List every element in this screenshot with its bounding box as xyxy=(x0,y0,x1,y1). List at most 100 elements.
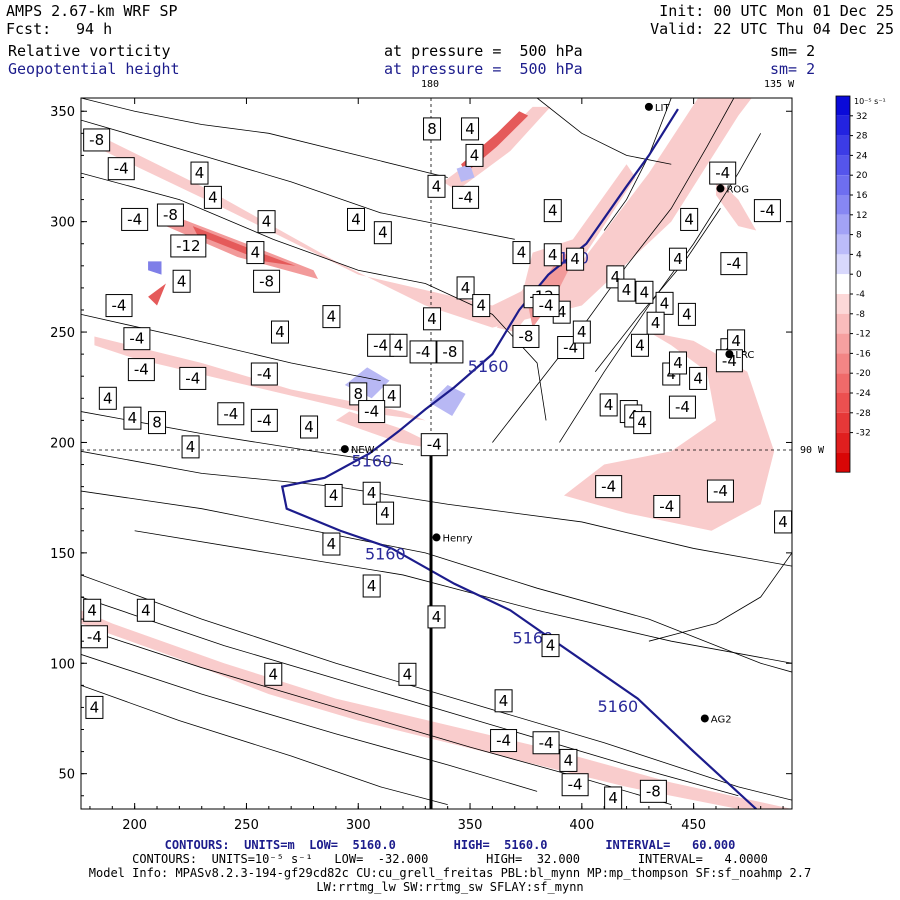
svg-text:-4: -4 xyxy=(416,343,431,361)
vorticity-label: 4 xyxy=(322,305,341,329)
vorticity-label: 4 xyxy=(264,662,283,686)
colorbar-segment xyxy=(836,313,850,334)
vorticity-contour-line xyxy=(536,98,672,165)
svg-text:4: 4 xyxy=(195,164,205,182)
svg-text:-8: -8 xyxy=(259,272,274,290)
y-tick-label: 100 xyxy=(50,657,75,672)
height-contour-label: 5160 xyxy=(597,697,638,716)
vorticity-fill-region xyxy=(456,164,475,182)
colorbar-tick-label: 32 xyxy=(856,112,867,122)
colorbar-tick-label: 24 xyxy=(856,151,868,161)
svg-text:4: 4 xyxy=(103,389,113,407)
svg-text:4: 4 xyxy=(637,414,647,432)
svg-text:4: 4 xyxy=(394,336,404,354)
vorticity-label: -8 xyxy=(639,779,667,803)
svg-text:-4: -4 xyxy=(675,398,690,416)
svg-text:4: 4 xyxy=(684,210,694,228)
vorticity-label: -4 xyxy=(367,333,395,357)
vorticity-label: -8 xyxy=(83,128,111,152)
vorticity-label: 4 xyxy=(362,481,381,505)
colorbar-tick-label: 20 xyxy=(856,171,868,181)
vorticity-label: -4 xyxy=(720,252,748,276)
svg-text:-4: -4 xyxy=(87,628,102,646)
colorbar-segment xyxy=(836,195,850,215)
vorticity-label: -4 xyxy=(561,773,589,797)
svg-text:4: 4 xyxy=(275,323,285,341)
svg-text:4: 4 xyxy=(367,577,377,595)
x-tick-label: 200 xyxy=(122,818,147,833)
vorticity-label: -8 xyxy=(253,269,281,293)
vorticity-label: 4 xyxy=(246,241,265,265)
svg-text:4: 4 xyxy=(499,692,509,710)
vorticity-contour-line xyxy=(134,530,792,664)
svg-text:4: 4 xyxy=(351,210,361,228)
vorticity-label: 4 xyxy=(373,221,392,245)
vorticity-label: 4 xyxy=(617,278,636,302)
svg-text:4: 4 xyxy=(208,188,218,206)
svg-text:-4: -4 xyxy=(601,478,616,496)
vorticity-label: -8 xyxy=(436,340,464,364)
colorbar-tick-label: 4 xyxy=(856,250,862,260)
vorticity-label: 4 xyxy=(322,532,341,556)
svg-text:-4: -4 xyxy=(659,497,674,515)
svg-text:4: 4 xyxy=(177,272,187,290)
svg-text:4: 4 xyxy=(673,250,683,268)
svg-text:4: 4 xyxy=(367,484,377,502)
vorticity-label: 4 xyxy=(376,501,395,525)
svg-text:-8: -8 xyxy=(442,343,457,361)
svg-text:-4: -4 xyxy=(223,405,238,423)
svg-text:4: 4 xyxy=(427,310,437,328)
vorticity-label: -4 xyxy=(358,400,386,424)
vorticity-contour-line xyxy=(81,684,448,805)
svg-text:4: 4 xyxy=(262,213,272,231)
vorticity-label: 4 xyxy=(541,634,560,658)
vorticity-contour-info: CONTOURS: UNITS=10⁻⁵ s⁻¹ LOW= -32.000 HI… xyxy=(132,852,768,866)
vorticity-label: -4 xyxy=(127,358,155,382)
vorticity-label: 4 xyxy=(633,411,652,435)
svg-text:4: 4 xyxy=(651,314,661,332)
vorticity-label: 4 xyxy=(572,320,591,344)
vorticity-label: 4 xyxy=(382,384,401,408)
valid-time: Valid: 22 UTC Thu 04 Dec 25 xyxy=(650,20,894,38)
colorbar-segment xyxy=(836,373,850,393)
vorticity-label: -4 xyxy=(121,207,149,231)
vorticity-label: -4 xyxy=(250,362,278,386)
svg-text:4: 4 xyxy=(517,244,527,262)
svg-text:4: 4 xyxy=(465,120,475,138)
svg-text:4: 4 xyxy=(304,418,314,436)
svg-text:4: 4 xyxy=(269,665,279,683)
colorbar-tick-label: -12 xyxy=(856,330,871,340)
vorticity-label: 4 xyxy=(172,269,191,293)
height-contour-label: 5160 xyxy=(468,357,509,376)
vorticity-label: 4 xyxy=(181,435,200,459)
x-tick-label: 350 xyxy=(458,818,483,833)
field2-smoothing: sm= 2 xyxy=(770,60,816,78)
vorticity-label: 4 xyxy=(689,366,708,390)
vorticity-contour-line xyxy=(81,450,792,567)
svg-text:8: 8 xyxy=(152,414,162,432)
svg-text:-4: -4 xyxy=(496,732,511,750)
colorbar-frame xyxy=(835,95,851,473)
svg-text:-4: -4 xyxy=(722,352,737,370)
vorticity-label: 4 xyxy=(85,695,104,719)
vorticity-label: 4 xyxy=(427,174,446,198)
svg-text:4: 4 xyxy=(461,279,471,297)
colorbar-segment xyxy=(836,254,850,275)
station-marker: NEW xyxy=(340,445,375,456)
colorbar-tick-label: -4 xyxy=(856,290,865,300)
vorticity-label: 4 xyxy=(774,510,792,534)
svg-text:LRC: LRC xyxy=(735,350,754,361)
field1-smoothing: sm= 2 xyxy=(770,42,816,60)
vorticity-contour-line xyxy=(594,208,721,373)
svg-text:4: 4 xyxy=(635,336,645,354)
vorticity-fill-region xyxy=(94,336,426,421)
svg-text:8: 8 xyxy=(353,385,363,403)
svg-text:-4: -4 xyxy=(134,361,149,379)
svg-text:4: 4 xyxy=(251,244,261,262)
vorticity-contour-line xyxy=(81,574,792,801)
field1-level: at pressure = 500 hPa xyxy=(384,42,583,60)
vorticity-label: 4 xyxy=(543,199,562,223)
svg-text:4: 4 xyxy=(128,409,138,427)
svg-text:4: 4 xyxy=(186,438,196,456)
vorticity-label: 4 xyxy=(655,291,674,315)
